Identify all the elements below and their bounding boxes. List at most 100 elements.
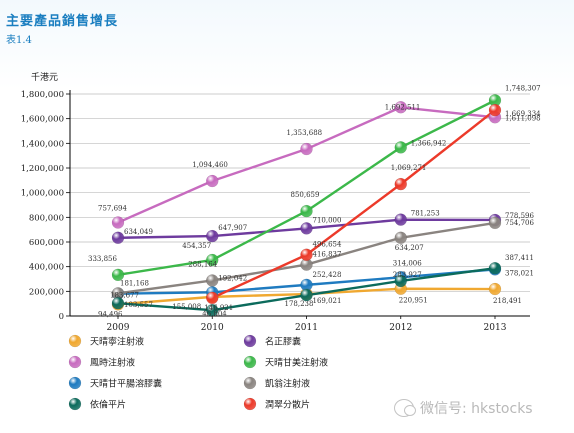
legend-marker [243, 397, 257, 411]
data-point [488, 216, 502, 230]
y-tick-label: 1,600,000 [21, 115, 64, 125]
data-point [394, 231, 407, 245]
data-point [488, 261, 502, 275]
data-label: 710,000 [313, 216, 342, 224]
y-tick-label: 800,000 [29, 213, 64, 223]
series-line [211, 109, 496, 299]
data-point [300, 204, 313, 218]
y-tick-label: 400,000 [29, 263, 64, 273]
legend-label: 依倫平片 [90, 399, 126, 411]
legend-marker [243, 376, 257, 390]
data-label: 850,659 [291, 191, 320, 199]
data-point [206, 174, 219, 188]
data-label: 634,207 [395, 244, 424, 252]
table-number: 表1.4 [6, 35, 32, 46]
data-point [394, 141, 407, 154]
x-tick-label: 2012 [389, 323, 412, 333]
data-label: 218,491 [493, 297, 522, 305]
data-point [300, 142, 313, 156]
data-label: 178,238 [285, 300, 314, 308]
data-label: 1,366,942 [411, 139, 447, 147]
data-label: 634,049 [124, 228, 153, 236]
data-point [111, 268, 125, 282]
data-label: 103,557 [124, 301, 153, 309]
x-tick-label: 2010 [201, 323, 224, 333]
data-label: 181,168 [120, 280, 149, 288]
data-label: 496,654 [313, 241, 342, 249]
data-label: 155,008 [172, 303, 201, 311]
y-tick-label: 1,400,000 [21, 139, 64, 149]
y-axis-label: 千港元 [31, 71, 58, 83]
legend-label: 天晴甘美注射液 [265, 357, 328, 369]
data-point [300, 288, 313, 302]
data-label: 288,164 [188, 260, 217, 268]
data-label: 1,353,688 [287, 129, 323, 137]
data-label: 1,611,098 [505, 114, 541, 122]
legend-marker [243, 355, 257, 369]
legend-marker [68, 355, 82, 369]
x-tick-label: 2009 [107, 323, 130, 333]
data-label: 183,677 [110, 291, 139, 299]
legend-marker [68, 334, 82, 348]
data-label: 146,921 [204, 304, 233, 312]
data-label: 169,021 [313, 297, 342, 305]
y-tick-label: 0 [59, 312, 64, 322]
legend-label: 天晴寧注射液 [90, 336, 144, 348]
data-label: 778,596 [505, 212, 534, 220]
data-label: 378,021 [505, 269, 534, 277]
y-tick-label: 1,000,000 [21, 189, 64, 199]
y-tick-label: 1,200,000 [21, 164, 64, 174]
data-label: 416,837 [313, 251, 342, 259]
data-label: 1,669,334 [505, 110, 541, 118]
data-label: 1,094,460 [192, 161, 228, 169]
legend-label: 凱翁注射液 [265, 378, 310, 390]
data-point [111, 296, 125, 310]
data-label: 757,694 [98, 205, 127, 213]
data-point [300, 222, 313, 235]
data-point [394, 213, 407, 226]
data-point [488, 103, 502, 117]
legend-marker [68, 376, 82, 390]
data-point [206, 291, 219, 305]
data-point [394, 101, 407, 114]
data-label: 46,804 [202, 310, 227, 318]
x-tick-label: 2013 [484, 323, 507, 333]
data-label: 333,856 [88, 255, 117, 263]
legend-marker [243, 334, 257, 348]
wechat-icon [394, 399, 416, 417]
y-tick-label: 1,800,000 [21, 90, 64, 100]
data-label: 1,069,271 [391, 164, 427, 172]
legend-label: 潤翠分散片 [265, 399, 310, 411]
header-background [0, 0, 574, 90]
data-label: 192,042 [218, 274, 247, 282]
data-point [206, 229, 219, 243]
data-point [394, 177, 407, 191]
data-label: 1,692,511 [385, 103, 421, 111]
legend-marker [68, 397, 82, 411]
watermark: 微信号: hkstocks [394, 395, 572, 421]
page-title: 主要產品銷售增長 [6, 14, 119, 29]
data-point [488, 282, 502, 296]
x-tick-label: 2011 [295, 323, 318, 333]
y-tick-label: 600,000 [29, 238, 64, 248]
legend-label: 名正膠囊 [265, 336, 301, 348]
legend-label: 天晴甘平腸溶膠囊 [90, 378, 162, 390]
data-label: 647,907 [218, 224, 247, 232]
data-point [394, 274, 407, 288]
data-label: 283,927 [393, 271, 422, 279]
data-point [206, 253, 219, 267]
data-point [111, 231, 125, 245]
y-tick-label: 200,000 [29, 287, 64, 297]
data-point [111, 216, 125, 229]
data-label: 314,006 [393, 259, 422, 267]
data-label: 252,428 [313, 271, 342, 279]
data-label: 94,496 [98, 310, 123, 318]
legend-label: 鳳時注射液 [90, 357, 135, 369]
data-label: 781,253 [411, 210, 440, 218]
data-point [206, 303, 219, 317]
data-label: 454,357 [182, 242, 211, 250]
data-point [300, 248, 313, 261]
watermark-text: 微信号: hkstocks [420, 401, 533, 417]
data-label: 1,748,307 [505, 84, 541, 92]
